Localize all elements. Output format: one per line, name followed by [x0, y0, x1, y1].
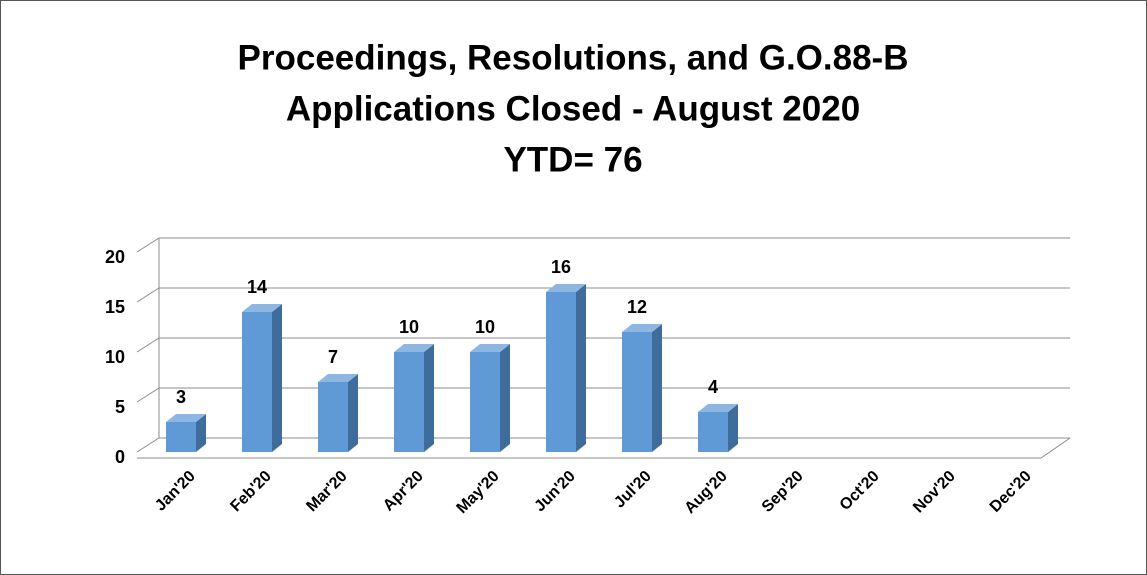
y-tick-label: 15: [105, 297, 125, 317]
bar: [242, 304, 282, 452]
bar-front: [318, 382, 348, 452]
bar-side: [196, 414, 206, 452]
bar-side: [728, 404, 738, 452]
y-tick-label: 20: [105, 247, 125, 267]
bar-top: [242, 304, 282, 312]
bar-top: [470, 344, 510, 352]
bar: [318, 374, 358, 452]
y-tick-label: 10: [105, 347, 125, 367]
bar-front: [394, 352, 424, 452]
y-tick-label: 5: [115, 397, 125, 417]
chart-title: YTD= 76: [503, 140, 642, 179]
chart-title: Proceedings, Resolutions, and G.O.88-B: [238, 38, 909, 77]
data-label: 14: [247, 277, 267, 297]
bar: [622, 324, 662, 452]
chart-title: Applications Closed - August 2020: [286, 89, 860, 128]
bar-side: [652, 324, 662, 452]
bar: [470, 344, 510, 452]
bar-side: [500, 344, 510, 452]
bar-front: [242, 312, 272, 452]
data-label: 7: [328, 347, 338, 367]
y-tick-label: 0: [115, 447, 125, 467]
bar-side: [424, 344, 434, 452]
bar-top: [166, 414, 206, 422]
floor: [137, 437, 1071, 459]
bar: [166, 414, 206, 452]
bar-front: [470, 352, 500, 452]
bar-side: [272, 304, 282, 452]
bar-top: [394, 344, 434, 352]
data-label: 10: [475, 317, 495, 337]
bar: [546, 284, 586, 452]
bar-side: [576, 284, 586, 452]
bar-top: [318, 374, 358, 382]
bar: [394, 344, 434, 452]
data-label: 12: [627, 297, 647, 317]
data-label: 16: [551, 257, 571, 277]
bar-front: [166, 422, 196, 452]
data-label: 10: [399, 317, 419, 337]
bar: [698, 404, 738, 452]
bar-front: [622, 332, 652, 452]
bar-top: [622, 324, 662, 332]
data-label: 4: [708, 377, 718, 397]
data-label: 3: [176, 387, 186, 407]
bar-front: [546, 292, 576, 452]
bar-side: [348, 374, 358, 452]
bar-front: [698, 412, 728, 452]
bar-top: [698, 404, 738, 412]
bar-top: [546, 284, 586, 292]
